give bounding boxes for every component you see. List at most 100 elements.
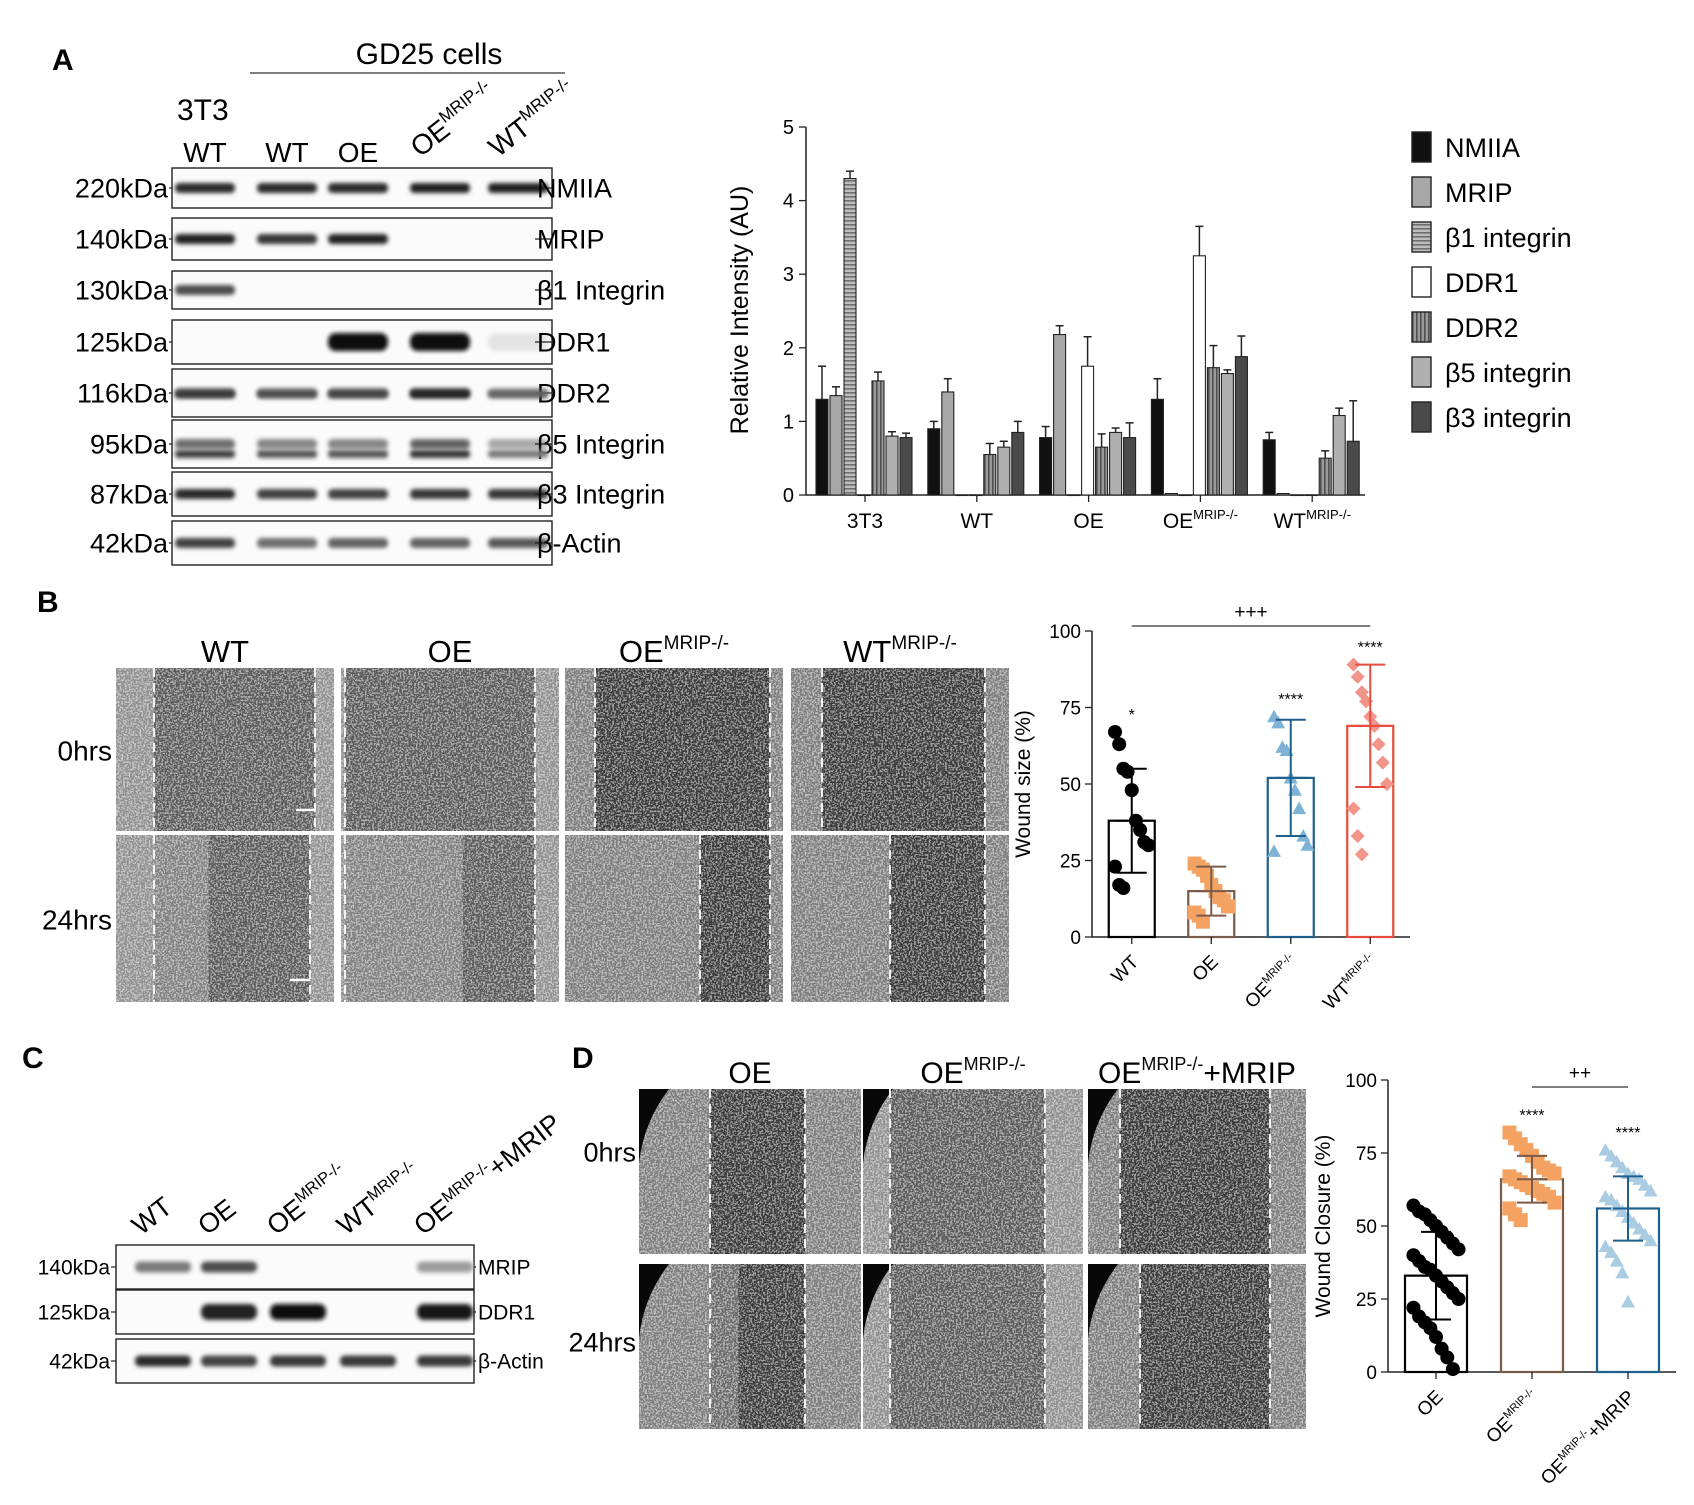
d-column-label: OEMRIP-/-+MRIP bbox=[1098, 1054, 1296, 1090]
a-bar bbox=[857, 494, 871, 497]
a-blot-size: 130kDa bbox=[75, 276, 169, 306]
b-data-point bbox=[1133, 822, 1148, 837]
d-image-tile-vignette bbox=[639, 1264, 669, 1339]
c-blot-band bbox=[270, 1355, 326, 1367]
a-x-tick-label: WT bbox=[960, 510, 993, 533]
b-y-tick-label: 100 bbox=[1049, 622, 1081, 643]
d-x-tick-label-base: OE bbox=[1413, 1387, 1447, 1421]
a-blot-protein: β3 Integrin bbox=[537, 480, 665, 510]
a-blot-band bbox=[175, 234, 235, 244]
d-x-tick-label-suffix: +MRIP bbox=[1583, 1387, 1639, 1443]
a-bar bbox=[1123, 437, 1137, 496]
b-column-label-base: OE bbox=[619, 634, 664, 669]
a-blot-band bbox=[410, 538, 470, 548]
d-data-point bbox=[1604, 1245, 1619, 1258]
a-blot-band bbox=[488, 183, 548, 193]
a-bar bbox=[969, 494, 983, 497]
a-bar bbox=[1290, 494, 1304, 497]
a-bar bbox=[1304, 494, 1318, 497]
b-data-point bbox=[1112, 737, 1127, 752]
a-bar bbox=[955, 494, 969, 497]
a-y-tick-label: 3 bbox=[783, 264, 794, 286]
b-y-tick-label: 50 bbox=[1060, 775, 1081, 796]
d-column-label-base: OE bbox=[728, 1057, 771, 1090]
d-data-point bbox=[1621, 1294, 1635, 1308]
a-blot-band bbox=[257, 234, 317, 244]
a-blot-size: 220kDa bbox=[75, 174, 169, 204]
d-data-point bbox=[1615, 1160, 1630, 1174]
a-blot-row: 140kDa MRIP bbox=[75, 217, 605, 261]
b-data-point bbox=[1271, 715, 1286, 729]
panel-d-letter: D bbox=[572, 1042, 594, 1075]
d-data-point bbox=[1632, 1221, 1647, 1235]
c-lane-label-sup: MRIP-/- bbox=[364, 1157, 418, 1204]
a-x-tick-label-base: 3T3 bbox=[847, 510, 883, 533]
c-lane-label-sup: MRIP-/- bbox=[439, 1159, 493, 1206]
b-data-point bbox=[1292, 801, 1307, 815]
c-lane-label: OEMRIP-/-+MRIP bbox=[408, 1108, 566, 1241]
c-blot-band bbox=[270, 1304, 326, 1320]
a-blot-row: 220kDa NMIIA bbox=[75, 167, 612, 209]
b-bracket-label: +++ bbox=[1234, 602, 1267, 623]
d-column-label-sup: MRIP-/- bbox=[964, 1054, 1026, 1074]
a-bar bbox=[1150, 398, 1164, 496]
panel-c-letter: C bbox=[22, 1042, 44, 1075]
a-lane-label-base: WT bbox=[265, 137, 309, 168]
a-bar bbox=[927, 428, 941, 496]
d-image-tile bbox=[639, 1089, 861, 1254]
a-blot-band bbox=[410, 489, 470, 499]
a-blot-row: 130kDa β1 Integrin bbox=[75, 270, 665, 310]
a-legend-label: MRIP bbox=[1445, 178, 1513, 208]
d-y-tick-label: 75 bbox=[1356, 1144, 1377, 1165]
d-data-point bbox=[1547, 1166, 1562, 1181]
d-column-label-base: OE bbox=[920, 1057, 963, 1090]
b-x-tick-label: OEMRIP-/- bbox=[1241, 951, 1303, 1013]
a-blot-band bbox=[175, 439, 235, 449]
a-blot-size: 125kDa bbox=[75, 328, 169, 358]
a-blot-protein: β-Actin bbox=[537, 529, 622, 559]
b-image-tile bbox=[565, 668, 783, 831]
b-y-axis-label: Wound size (%) bbox=[1012, 710, 1035, 858]
a-legend-label: β1 integrin bbox=[1445, 223, 1572, 253]
a-blot-protein: DDR2 bbox=[537, 379, 611, 409]
a-bar bbox=[1220, 373, 1234, 496]
d-data-point bbox=[1632, 1172, 1647, 1185]
ref-label: 3T3 bbox=[177, 94, 229, 127]
d-data-point bbox=[1615, 1204, 1630, 1217]
a-bar bbox=[1053, 334, 1067, 496]
a-lane-label-base: OE bbox=[338, 137, 378, 168]
b-data-point bbox=[1375, 755, 1390, 770]
panel-a: A GD25 cells 3T3 WT WT OE OEMRIP-/-WTMRIP-/… bbox=[52, 38, 1572, 566]
a-blot-band bbox=[488, 333, 548, 351]
a-blot-band bbox=[410, 183, 470, 193]
b-x-tick-label-base: OE bbox=[1189, 952, 1223, 986]
b-x-tick-label: OE bbox=[1189, 952, 1223, 986]
a-blot-band bbox=[257, 538, 317, 548]
d-data-point bbox=[1615, 1265, 1630, 1279]
a-blot-band bbox=[175, 489, 235, 499]
b-y-tick-label: 0 bbox=[1070, 928, 1081, 949]
a-blot-band bbox=[328, 390, 388, 398]
a-bar bbox=[1011, 431, 1025, 496]
a-blot-band bbox=[410, 450, 470, 458]
b-row-label: 24hrs bbox=[42, 905, 112, 936]
c-blot-size: 140kDa bbox=[38, 1257, 111, 1280]
b-image-tile bbox=[565, 835, 783, 1002]
b-column-label: WTMRIP-/- bbox=[843, 633, 957, 669]
a-x-tick-label: WTMRIP-/- bbox=[1273, 507, 1350, 533]
d-y-tick-label: 25 bbox=[1356, 1290, 1377, 1311]
b-column-label-sup: MRIP-/- bbox=[664, 633, 729, 654]
d-data-point bbox=[1643, 1183, 1658, 1197]
b-image-tile-texture bbox=[116, 668, 334, 831]
a-blot-band bbox=[410, 390, 470, 398]
a-blot-band bbox=[175, 183, 235, 193]
b-data-point bbox=[1108, 724, 1123, 739]
d-image-tile bbox=[863, 1264, 1083, 1429]
b-image-tile bbox=[116, 835, 334, 1002]
b-image-tile bbox=[341, 668, 559, 831]
a-blot-band bbox=[328, 333, 388, 351]
d-data-point bbox=[1609, 1254, 1624, 1267]
a-lane-label: WT bbox=[265, 137, 309, 168]
